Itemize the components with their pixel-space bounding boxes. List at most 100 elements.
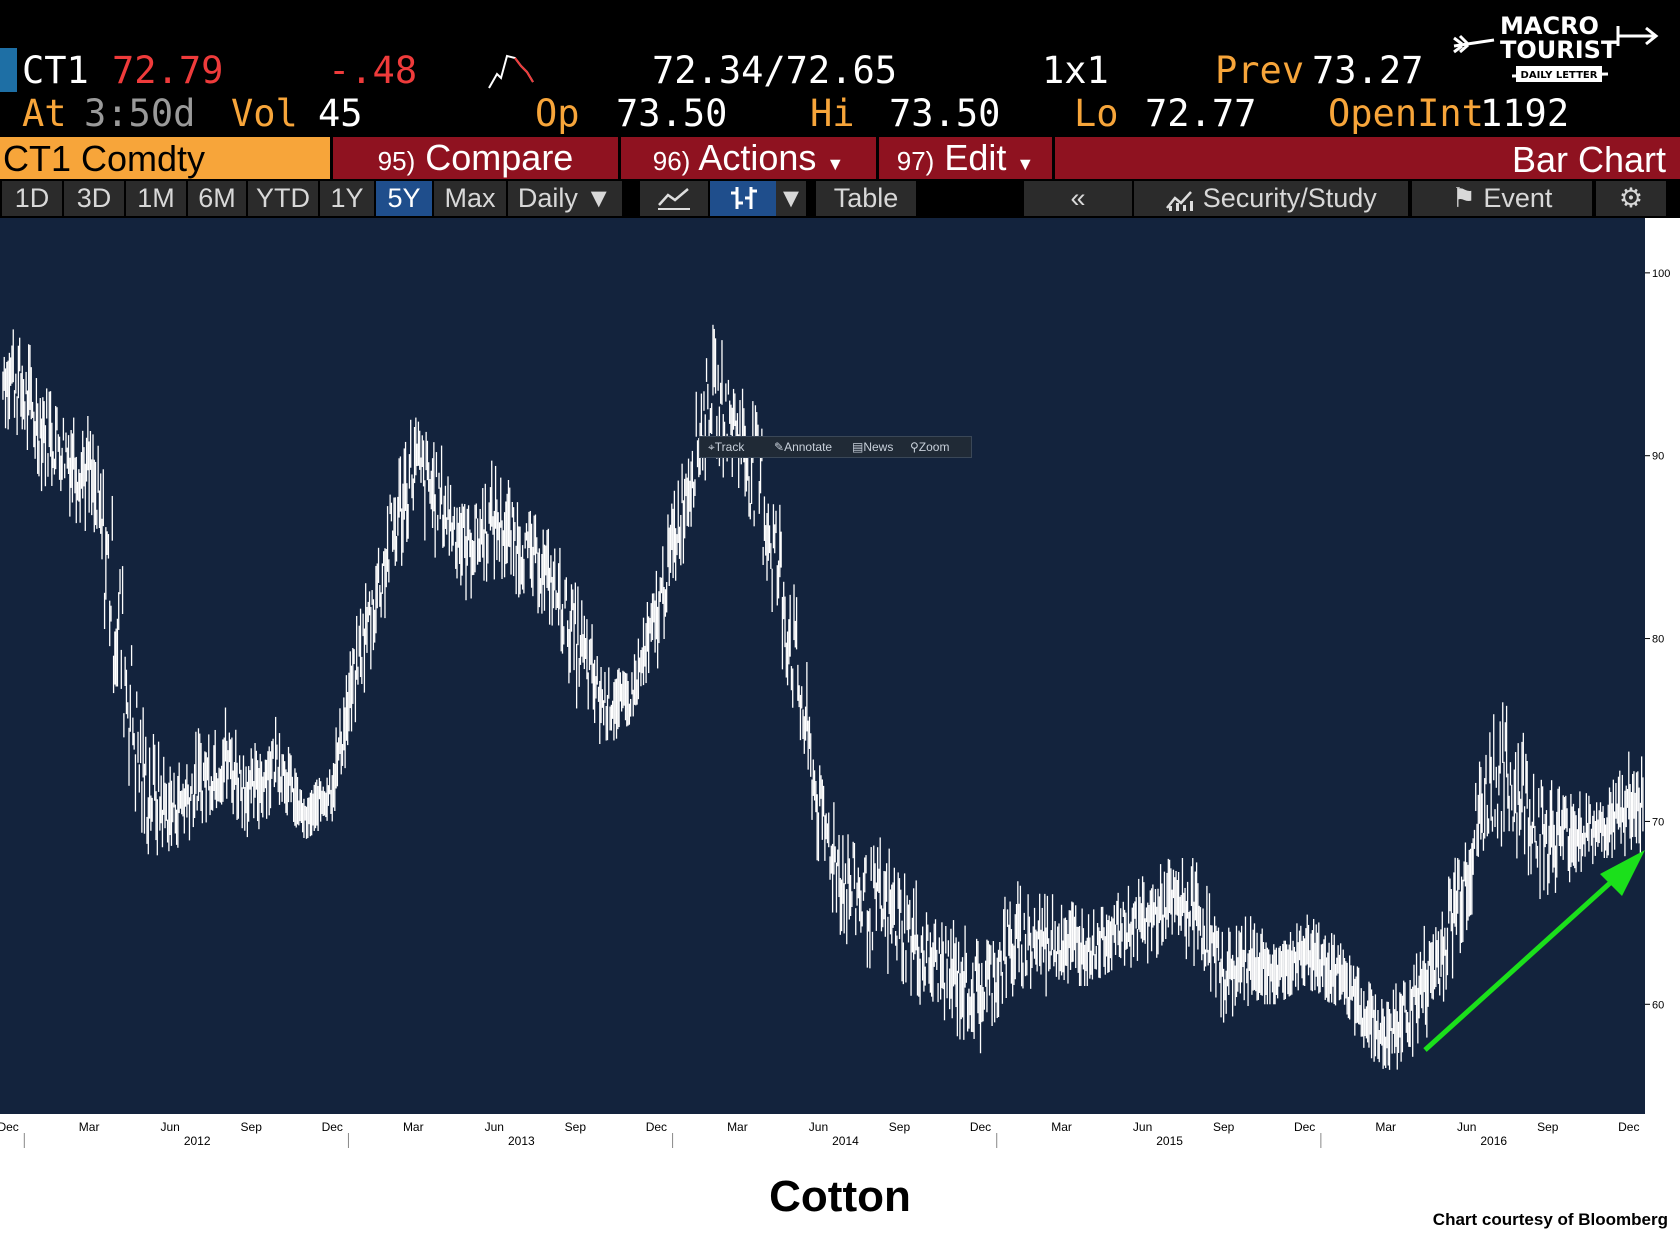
zoom-tool[interactable]: ⚲ Zoom	[910, 437, 949, 457]
open-label: Op	[535, 92, 580, 135]
edit-label: Edit	[944, 137, 1007, 178]
volume-label: Vol	[231, 92, 298, 135]
track-label: Track	[714, 440, 745, 454]
y-axis-background	[1645, 218, 1680, 1114]
x-month-label: Sep	[241, 1120, 263, 1134]
price-bars	[2, 324, 1644, 1070]
x-axis-background	[0, 1114, 1680, 1164]
x-month-label: Mar	[727, 1120, 748, 1134]
volume-value: 45	[318, 92, 363, 135]
security-study-button[interactable]: Security/Study	[1134, 181, 1408, 216]
news-tool[interactable]: ▤ News	[852, 437, 893, 457]
x-month-label: Jun	[160, 1120, 179, 1134]
bid-ask-size: 1x1	[1042, 49, 1109, 92]
x-month-label: Sep	[889, 1120, 911, 1134]
x-month-label: Jun	[485, 1120, 504, 1134]
macro-tourist-logo: MACRO TOURIST DAILY LETTER	[1448, 4, 1674, 90]
action-bar: CT1 Comdty 95) Compare 96) Actions ▼ 97)…	[0, 137, 1680, 180]
settings-gear-icon[interactable]: ⚙	[1596, 181, 1666, 216]
open-value: 73.50	[616, 92, 728, 135]
svg-text:TOURIST: TOURIST	[1500, 36, 1618, 64]
x-year-label: 2012	[184, 1134, 211, 1148]
svg-text:DAILY LETTER: DAILY LETTER	[1521, 70, 1598, 81]
last-price: 72.79	[112, 49, 224, 92]
price-chart: 60 70 80 90 100 Dec Mar Jun Sep Dec Mar Jun Sep Dec M…	[0, 218, 1680, 1198]
y-tick-label: 100	[1652, 268, 1670, 280]
range-1d[interactable]: 1D	[2, 181, 62, 216]
x-axis: Dec Mar Jun Sep Dec Mar Jun Sep Dec Mar Jun Sep Dec M…	[0, 1120, 1639, 1148]
x-year-label: 2014	[832, 1134, 859, 1148]
x-year-label: 2013	[508, 1134, 535, 1148]
x-month-label: Jun	[1133, 1120, 1152, 1134]
low-label: Lo	[1074, 92, 1119, 135]
chart-mini-toolbar: ⌖ Track ✎ Annotate ▤ News ⚲ Zoom	[699, 436, 972, 458]
collapse-icon[interactable]: «	[1024, 181, 1132, 216]
at-label: At	[22, 92, 67, 135]
line-chart-icon[interactable]	[640, 181, 708, 216]
table-button[interactable]: Table	[816, 181, 916, 216]
actions-number: 96)	[652, 146, 691, 176]
annotate-tool[interactable]: ✎ Annotate	[774, 437, 832, 457]
high-label: Hi	[810, 92, 855, 135]
flag-icon: ⚑	[1451, 183, 1476, 213]
range-6m[interactable]: 6M	[188, 181, 246, 216]
actions-button[interactable]: 96) Actions ▼	[618, 137, 876, 179]
range-toolbar: 1D 3D 1M 6M YTD 1Y 5Y Max Daily ▼ ▼ Tabl…	[0, 179, 1680, 218]
x-month-label: Jun	[809, 1120, 828, 1134]
compare-button[interactable]: 95) Compare	[330, 137, 618, 179]
security-field[interactable]: CT1 Comdty	[0, 137, 330, 179]
annotate-label: Annotate	[784, 440, 833, 454]
edit-button[interactable]: 97) Edit ▼	[876, 137, 1052, 179]
plot-background	[0, 218, 1645, 1114]
quote-header: CT1 72.79 -.48 72.34/72.65 1x1 Prev 73.2…	[0, 0, 1680, 137]
compare-number: 95)	[377, 146, 416, 176]
bid-ask: 72.34/72.65	[652, 49, 898, 92]
x-month-label: Mar	[403, 1120, 424, 1134]
y-axis: 60 70 80 90 100	[1645, 268, 1670, 1011]
event-label: Event	[1483, 183, 1553, 213]
x-month-label: Jun	[1457, 1120, 1476, 1134]
chart-area: 60 70 80 90 100 Dec Mar Jun Sep Dec Mar Jun Sep Dec M…	[0, 218, 1680, 1198]
range-5y[interactable]: 5Y	[376, 181, 432, 216]
bar-chart-icon[interactable]	[710, 181, 776, 216]
x-month-label: Sep	[1537, 1120, 1559, 1134]
caret-down-icon: ▼	[826, 154, 845, 174]
event-button[interactable]: ⚑ Event	[1412, 181, 1592, 216]
x-month-label: Dec	[1294, 1120, 1315, 1134]
study-icon	[1166, 191, 1194, 211]
y-tick-label: 70	[1652, 816, 1664, 828]
trend-arrow	[1423, 850, 1645, 1052]
prev-label: Prev	[1215, 49, 1305, 92]
caret-down-icon: ▼	[1016, 154, 1035, 174]
range-1m[interactable]: 1M	[126, 181, 186, 216]
frequency-select[interactable]: Daily ▼	[508, 181, 622, 216]
range-3d[interactable]: 3D	[64, 181, 124, 216]
x-month-label: Dec	[1618, 1120, 1639, 1134]
sparkline-icon	[488, 54, 534, 89]
open-interest-label: OpenInt	[1328, 92, 1484, 135]
chart-type-dropdown[interactable]: ▼	[776, 181, 806, 216]
open-interest-value: 1192	[1480, 92, 1570, 135]
y-tick-label: 60	[1652, 999, 1664, 1011]
x-month-label: Sep	[1213, 1120, 1235, 1134]
range-1y[interactable]: 1Y	[320, 181, 374, 216]
range-ytd[interactable]: YTD	[248, 181, 318, 216]
track-tool[interactable]: ⌖ Track	[708, 437, 744, 457]
x-month-label: Dec	[646, 1120, 667, 1134]
x-month-label: Mar	[1375, 1120, 1396, 1134]
x-month-label: Dec	[322, 1120, 343, 1134]
actions-label: Actions	[698, 137, 817, 178]
edit-number: 97)	[896, 146, 935, 176]
quote-time: 3:50d	[84, 92, 196, 135]
ticker-symbol[interactable]: CT1	[22, 49, 89, 92]
security-study-label: Security/Study	[1202, 183, 1377, 213]
caret-down-icon: ▼	[777, 183, 805, 213]
range-max[interactable]: Max	[434, 181, 506, 216]
frequency-label: Daily	[517, 183, 578, 213]
x-month-label: Mar	[79, 1120, 100, 1134]
news-label: News	[863, 440, 894, 454]
security-marker	[0, 48, 17, 92]
low-value: 72.77	[1145, 92, 1257, 135]
x-month-label: Dec	[970, 1120, 991, 1134]
chart-type-label[interactable]: Bar Chart	[1511, 139, 1666, 180]
